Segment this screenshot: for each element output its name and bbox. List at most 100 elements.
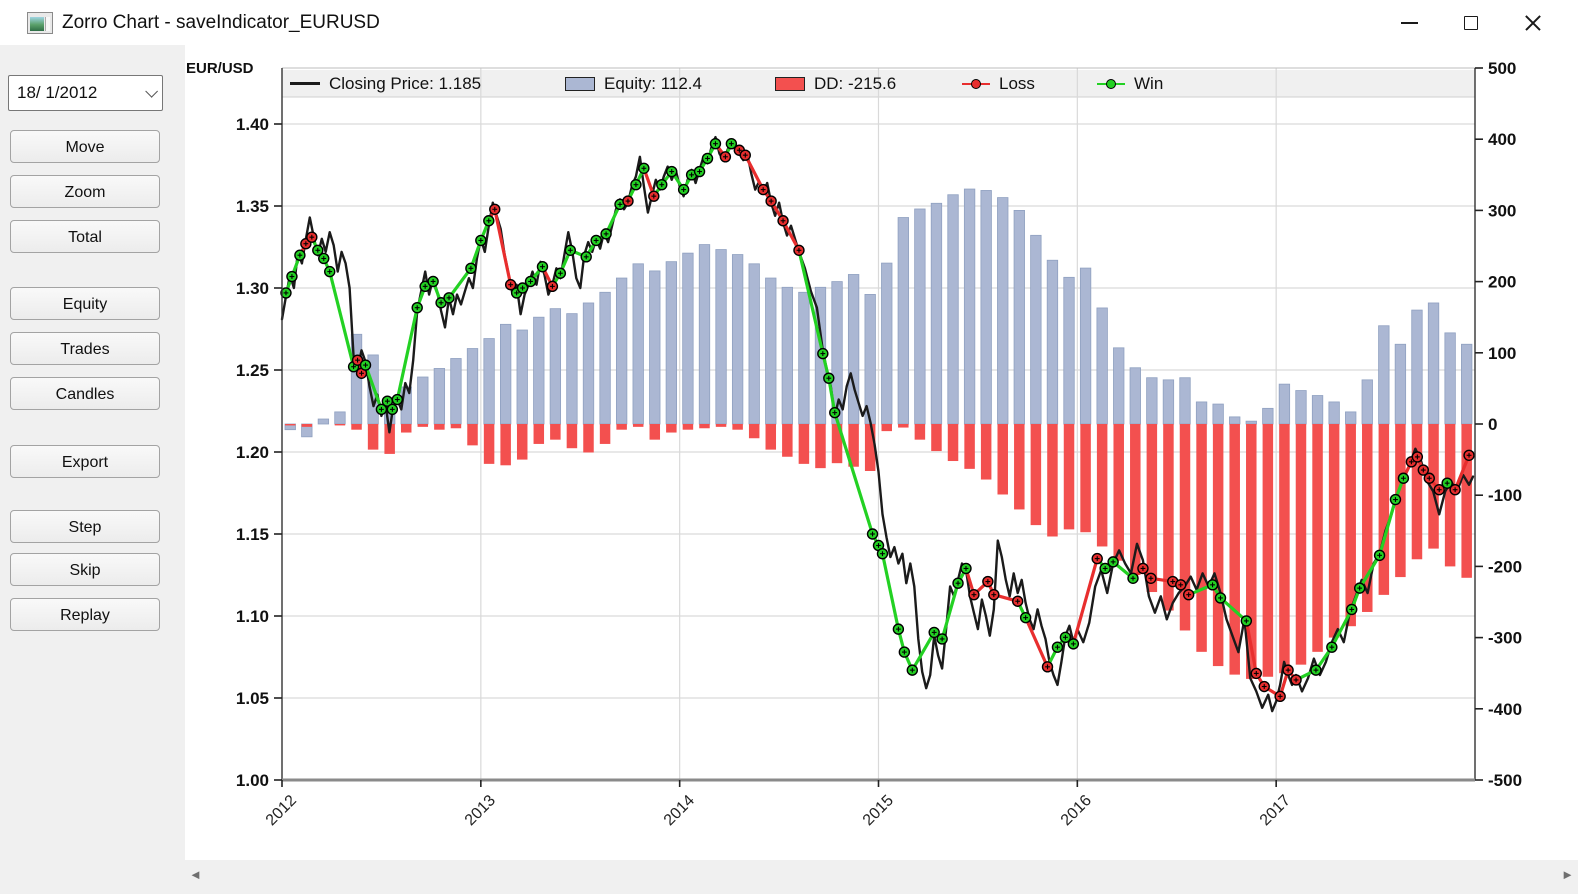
win-marker xyxy=(427,275,439,288)
win-marker xyxy=(564,244,577,256)
left-axis-tick-label: 1.00 xyxy=(236,771,269,790)
horizontal-scrollbar[interactable]: ◄ ► xyxy=(185,860,1578,889)
date-selector[interactable]: 18/ 1/2012 xyxy=(8,75,163,111)
sidebar-button-zoom[interactable]: Zoom xyxy=(10,175,160,208)
loss-marker xyxy=(1175,579,1187,591)
loss-marker xyxy=(777,215,789,227)
right-axis-tick-label: -100 xyxy=(1488,486,1522,505)
win-marker xyxy=(359,359,372,371)
left-axis-tick-label: 1.20 xyxy=(236,443,269,462)
win-marker xyxy=(638,162,650,174)
loss-marker xyxy=(1091,552,1103,565)
win-marker xyxy=(1240,615,1253,627)
win-marker xyxy=(928,626,940,639)
win-marker xyxy=(952,577,964,589)
right-axis-tick-label: -400 xyxy=(1488,700,1522,719)
loss-marker xyxy=(968,588,980,601)
win-marker xyxy=(1099,562,1111,575)
app-icon-chart-pane xyxy=(30,16,44,31)
win-marker xyxy=(1206,579,1219,591)
maximize-button[interactable] xyxy=(1440,0,1502,45)
window-title: Zorro Chart - saveIndicator_EURUSD xyxy=(62,11,380,33)
win-marker xyxy=(516,282,529,294)
sidebar-button-move[interactable]: Move xyxy=(10,130,160,163)
win-marker xyxy=(823,372,835,384)
win-marker xyxy=(524,275,537,288)
loss-marker xyxy=(1041,661,1054,673)
win-marker xyxy=(590,234,602,247)
sidebar-button-total[interactable]: Total xyxy=(10,220,160,253)
win-marker xyxy=(892,623,905,635)
win-marker xyxy=(1067,638,1080,650)
trade-markers xyxy=(280,137,1475,703)
win-marker xyxy=(580,251,592,263)
win-marker xyxy=(554,267,567,279)
right-axis-tick-label: 500 xyxy=(1488,59,1516,78)
sidebar-button-equity[interactable]: Equity xyxy=(10,287,160,320)
win-marker xyxy=(1389,493,1402,506)
win-marker xyxy=(280,287,292,299)
win-marker xyxy=(960,562,972,575)
sidebar-button-candles[interactable]: Candles xyxy=(10,377,160,410)
loss-marker xyxy=(1274,690,1286,703)
minimize-icon xyxy=(1400,21,1418,24)
win-marker xyxy=(1310,664,1322,676)
loss-marker xyxy=(1423,472,1435,484)
scroll-right-arrow-icon[interactable]: ► xyxy=(1561,867,1574,882)
win-marker xyxy=(1353,582,1366,594)
left-axis-tick-label: 1.30 xyxy=(236,279,269,298)
loss-marker xyxy=(1417,464,1430,476)
title-bar: Zorro Chart - saveIndicator_EURUSD xyxy=(0,0,1578,45)
win-marker xyxy=(701,152,714,165)
loss-marker xyxy=(546,280,559,293)
win-marker xyxy=(443,292,455,304)
win-marker xyxy=(312,244,324,256)
win-marker xyxy=(600,228,612,240)
left-axis-tick-label: 1.40 xyxy=(236,115,269,134)
close-button[interactable] xyxy=(1502,0,1564,45)
win-marker xyxy=(483,215,495,227)
right-axis-tick-label: -500 xyxy=(1488,771,1522,790)
left-axis-tick-label: 1.05 xyxy=(236,689,269,708)
gridlines xyxy=(282,68,1475,780)
sidebar-button-trades[interactable]: Trades xyxy=(10,332,160,365)
minimize-button[interactable] xyxy=(1378,0,1440,45)
scroll-left-arrow-icon[interactable]: ◄ xyxy=(189,867,202,882)
win-marker xyxy=(656,178,668,191)
chart-panel: EUR/USD 1.40 1.35 1.30 1.25 1.20 1.15 1.10 1.05… xyxy=(185,45,1578,860)
date-selector-value: 18/ 1/2012 xyxy=(17,83,98,102)
win-marker xyxy=(419,280,431,293)
win-marker xyxy=(1214,592,1227,604)
win-marker xyxy=(391,393,404,406)
sidebar-button-skip[interactable]: Skip xyxy=(10,553,160,586)
win-marker xyxy=(536,260,549,273)
trade-segments xyxy=(284,142,1471,698)
win-marker xyxy=(318,252,330,265)
sidebar-button-step[interactable]: Step xyxy=(10,510,160,543)
loss-marker xyxy=(1463,449,1475,461)
maximize-icon xyxy=(1464,15,1478,30)
win-marker xyxy=(324,265,336,278)
pair-label: EUR/USD xyxy=(186,60,254,77)
win-marker xyxy=(435,297,447,309)
chart-canvas[interactable]: 1.40 1.35 1.30 1.25 1.20 1.15 1.10 1.05 1.00 500 4… xyxy=(185,45,1578,860)
loss-marker xyxy=(757,183,769,196)
loss-marker xyxy=(504,279,517,291)
win-marker xyxy=(709,137,722,150)
left-axis-tick-label: 1.35 xyxy=(236,197,269,216)
drawdown-bars xyxy=(285,424,1472,679)
right-axis-tick-label: 400 xyxy=(1488,130,1516,149)
win-marker xyxy=(286,270,298,283)
loss-marker xyxy=(1433,484,1445,496)
win-marker xyxy=(936,633,948,645)
right-axis-tick-label: 200 xyxy=(1488,273,1516,292)
win-marker xyxy=(1441,477,1453,489)
loss-marker xyxy=(489,203,501,215)
window-controls xyxy=(1378,0,1578,45)
sidebar-button-replay[interactable]: Replay xyxy=(10,598,160,631)
sidebar-button-export[interactable]: Export xyxy=(10,445,160,478)
loss-marker xyxy=(765,195,777,207)
win-marker xyxy=(386,403,399,416)
axis-tick-labels: 1.40 1.35 1.30 1.25 1.20 1.15 1.10 1.05 1.00 500 4… xyxy=(236,59,1522,790)
win-marker xyxy=(1059,631,1072,644)
